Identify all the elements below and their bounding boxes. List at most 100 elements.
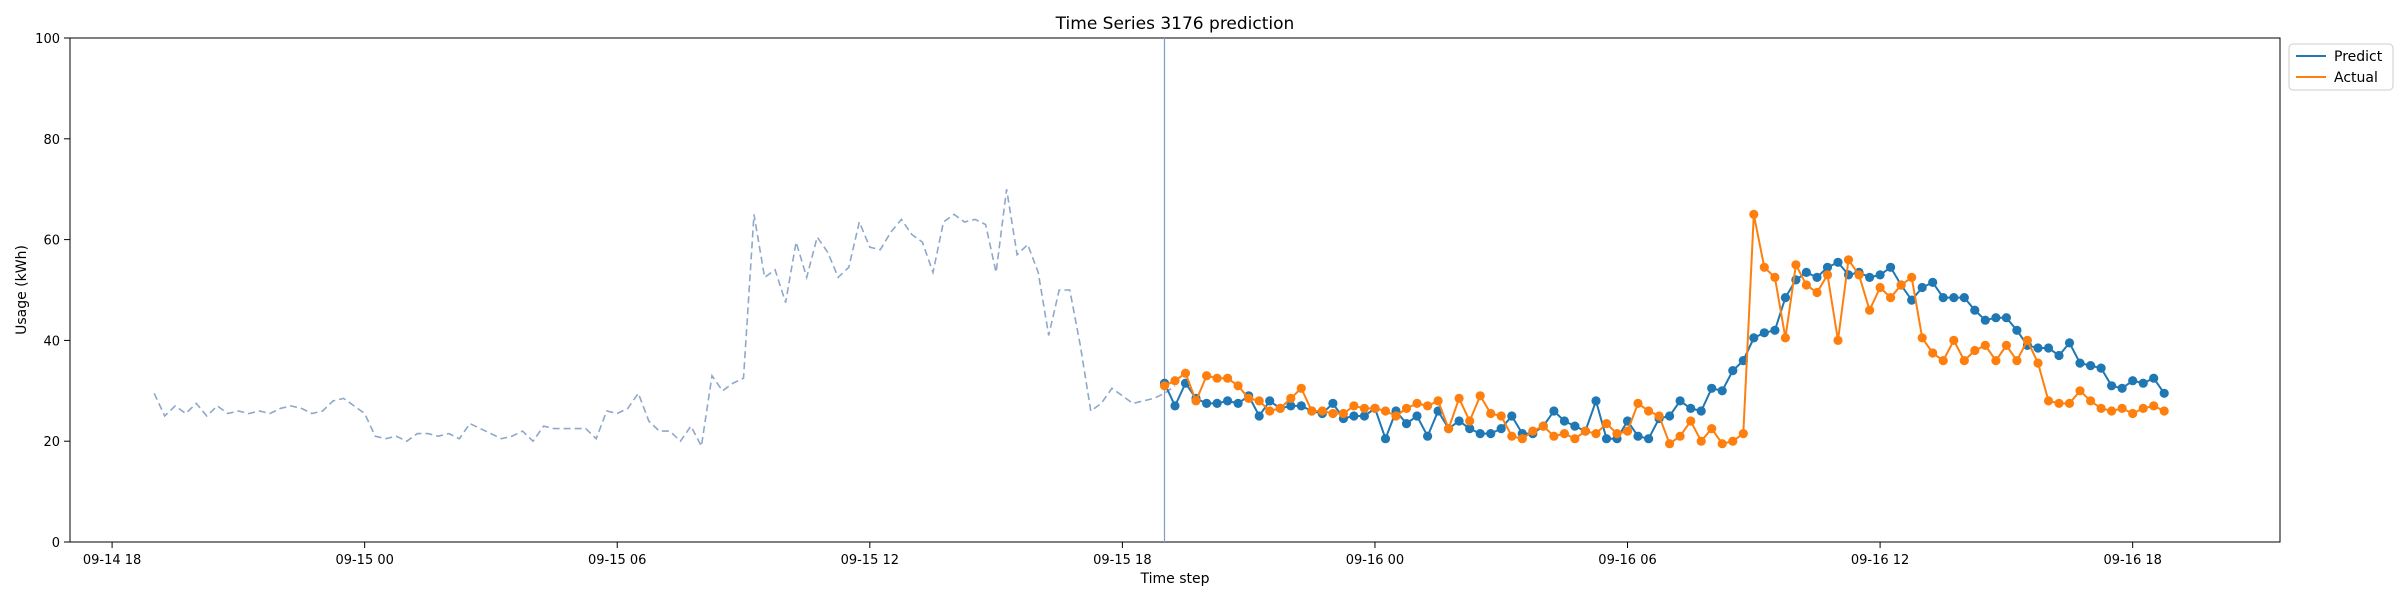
actual-point <box>1759 262 1769 272</box>
predict-point <box>1980 315 1990 325</box>
actual-point <box>1517 434 1527 444</box>
predict-point <box>1423 431 1433 441</box>
actual-point <box>1423 401 1433 411</box>
actual-point <box>1233 381 1243 391</box>
predict-point <box>1728 366 1738 376</box>
actual-point <box>1549 431 1559 441</box>
predict-point <box>2012 325 2022 335</box>
predict-point <box>2149 373 2159 383</box>
predict-point <box>1970 305 1980 315</box>
predict-point <box>1991 313 2001 323</box>
predict-point <box>1938 293 1948 303</box>
predict-point <box>1675 396 1685 406</box>
predict-point <box>2001 313 2011 323</box>
legend: Predict Actual <box>2288 43 2394 91</box>
chart-title: Time Series 3176 prediction <box>1055 14 1295 34</box>
predict-point <box>2033 343 2043 353</box>
predict-point <box>2107 381 2117 391</box>
actual-point <box>1717 439 1727 449</box>
actual-point <box>1286 393 1296 403</box>
actual-point <box>1159 381 1170 391</box>
x-tick-label: 09-16 18 <box>2103 553 2161 568</box>
y-tick-label: 40 <box>43 334 60 349</box>
actual-point <box>1875 282 1885 293</box>
actual-point <box>1370 403 1380 413</box>
actual-point <box>1507 431 1517 441</box>
predict-point <box>1233 398 1243 408</box>
actual-point <box>1475 391 1485 401</box>
predict-point <box>1759 328 1769 338</box>
actual-point <box>2107 406 2117 416</box>
actual-point <box>1454 393 1464 403</box>
predict-point <box>1738 356 1748 366</box>
predict-point <box>1633 431 1643 441</box>
predict-point <box>2159 388 2169 398</box>
predict-point <box>1496 424 1506 434</box>
actual-point <box>1780 333 1790 343</box>
actual-point <box>1570 434 1580 444</box>
actual-point <box>1917 333 1927 343</box>
actual-point <box>1275 403 1285 413</box>
plot-frame <box>69 37 2281 543</box>
actual-point <box>1938 356 1948 366</box>
predict-point <box>1770 325 1780 335</box>
actual-point <box>1833 335 1843 345</box>
predict-point <box>1780 293 1790 303</box>
x-tick-label: 09-15 18 <box>1093 553 1151 568</box>
actual-point <box>1665 439 1675 449</box>
actual-point <box>1580 426 1590 436</box>
actual-point <box>1980 340 1990 350</box>
actual-point <box>1296 383 1306 393</box>
predict-point <box>1286 401 1296 411</box>
actual-point <box>2138 403 2148 413</box>
actual-point <box>1612 429 1622 439</box>
actual-point <box>2149 401 2159 411</box>
actual-point <box>1254 396 1264 406</box>
predict-point <box>2064 338 2075 348</box>
x-tick-label: 09-15 12 <box>841 553 899 568</box>
actual-point <box>2096 403 2106 413</box>
y-tick-label: 80 <box>43 133 60 148</box>
history-line <box>153 189 1176 449</box>
actual-point <box>1401 403 1412 413</box>
x-tick-label: 09-15 06 <box>588 553 646 568</box>
plot-area <box>153 38 2169 542</box>
predict-point <box>1959 293 1969 303</box>
predict-point <box>1833 257 1843 267</box>
actual-point <box>1728 436 1738 446</box>
predict-point <box>1875 270 1885 280</box>
actual-point <box>1559 429 1569 439</box>
predict-point <box>1412 411 1422 421</box>
actual-point <box>1359 403 1369 413</box>
predict-point <box>2096 363 2106 373</box>
actual-point <box>2159 406 2169 416</box>
predict-point <box>1559 416 1569 426</box>
actual-point <box>1644 406 1654 416</box>
actual-point <box>1791 260 1801 270</box>
actual-point <box>1528 426 1538 436</box>
actual-point <box>1433 396 1443 406</box>
predict-point <box>1928 277 1938 287</box>
predict-point <box>1359 411 1369 421</box>
actual-point <box>1328 408 1338 419</box>
actual-point <box>1886 293 1896 303</box>
predict-point <box>1202 398 1212 408</box>
actual-point <box>2012 356 2022 366</box>
predict-point <box>2054 350 2064 361</box>
legend-label-actual: Actual <box>2334 70 2378 86</box>
actual-point <box>1380 406 1391 416</box>
actual-point <box>1707 424 1717 434</box>
actual-point <box>1601 419 1612 429</box>
predict-point <box>2086 361 2096 371</box>
predict-point <box>1717 386 1727 396</box>
actual-point <box>1822 270 1833 280</box>
actual-point <box>1854 270 1864 280</box>
actual-point <box>1391 411 1401 421</box>
actual-point <box>1338 408 1348 419</box>
predict-point <box>1801 267 1811 277</box>
actual-point <box>1991 356 2001 366</box>
predict-point <box>1644 434 1654 444</box>
actual-point <box>1907 272 1917 282</box>
actual-point <box>2043 396 2054 406</box>
